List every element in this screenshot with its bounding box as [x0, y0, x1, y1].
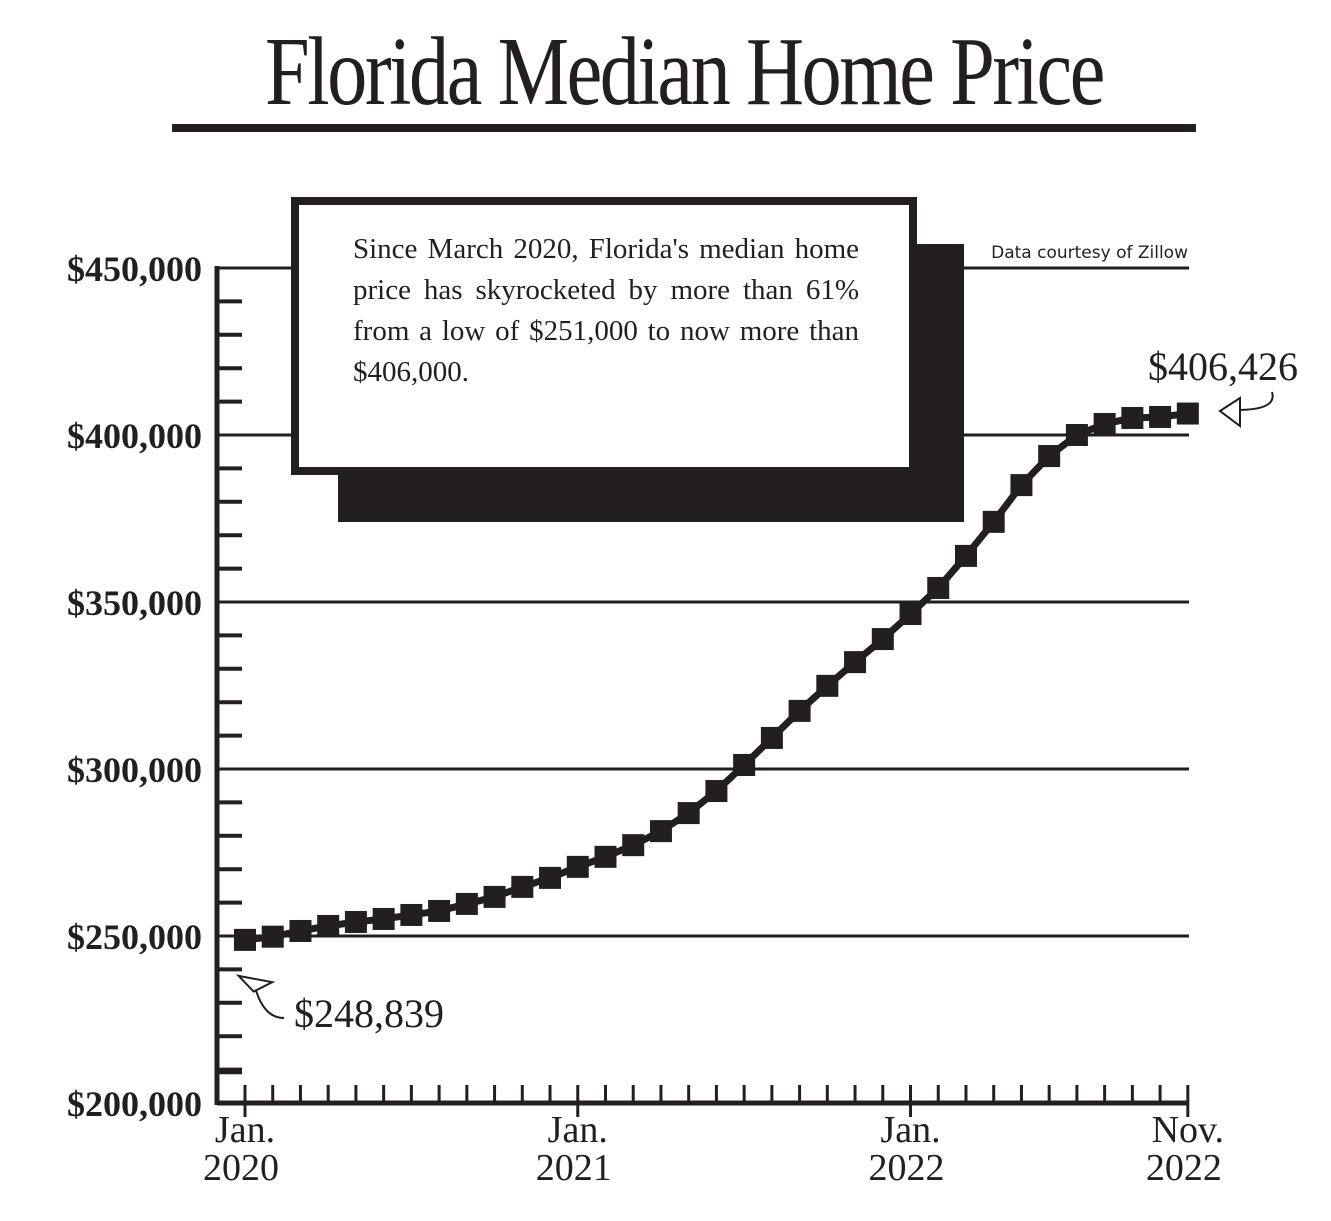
- source-credit: Data courtesy of Zillow: [991, 243, 1188, 263]
- x-axis-label-year: 2022: [869, 1147, 945, 1189]
- y-axis-label: $200,000: [67, 1084, 202, 1124]
- data-point-marker: [816, 674, 839, 697]
- data-point-marker: [1176, 402, 1199, 425]
- x-axis-label-month: Jan.: [215, 1109, 275, 1151]
- data-point-marker: [455, 892, 478, 915]
- data-point-marker: [733, 753, 756, 776]
- data-point-marker: [705, 780, 728, 803]
- y-axis-ticks: [217, 299, 242, 1075]
- data-point-marker: [927, 576, 950, 599]
- title-underline: [172, 124, 1196, 132]
- callout-text: Since March 2020, Florida's median home …: [353, 233, 859, 388]
- data-point-marker: [788, 699, 811, 722]
- data-point-marker: [871, 628, 894, 651]
- x-axis-label-year: 2020: [203, 1147, 279, 1189]
- data-series: [234, 402, 1199, 951]
- y-axis-labels: $450,000 $400,000 $350,000 $300,000 $250,000…: [67, 249, 202, 1124]
- y-axis-label: $250,000: [67, 917, 202, 957]
- x-axis-label-month: Jan.: [880, 1109, 940, 1151]
- x-axis-ticks: [243, 1085, 1190, 1117]
- y-axis-label: $400,000: [67, 416, 202, 456]
- data-point-marker: [234, 928, 256, 951]
- data-point-marker: [1149, 405, 1172, 428]
- x-axis-label-month: Nov.: [1152, 1109, 1224, 1151]
- data-point-marker: [844, 651, 867, 674]
- data-point-marker: [566, 855, 589, 878]
- data-point-marker: [594, 845, 617, 868]
- data-point-marker: [1038, 445, 1061, 468]
- data-point-marker: [899, 603, 922, 626]
- data-point-marker: [1121, 406, 1144, 429]
- data-point-marker: [1093, 412, 1116, 435]
- callout-box: Since March 2020, Florida's median home …: [291, 197, 917, 475]
- end-arrow-icon: [1218, 391, 1274, 428]
- y-axis-label: $450,000: [67, 249, 202, 289]
- start-value-label: $248,839: [294, 991, 444, 1036]
- y-axis-label: $300,000: [67, 750, 202, 790]
- data-point-marker: [954, 544, 977, 567]
- data-point-marker: [261, 925, 284, 948]
- axes: [214, 266, 1189, 1106]
- data-point-marker: [372, 907, 395, 930]
- data-point-marker: [289, 919, 312, 942]
- data-point-marker: [760, 726, 783, 749]
- data-point-marker: [539, 866, 562, 889]
- data-point-marker: [344, 910, 367, 933]
- data-point-marker: [622, 834, 645, 857]
- chart-title: Florida Median Home Price: [265, 18, 1105, 126]
- x-axis-label-month: Jan.: [548, 1109, 608, 1151]
- data-point-marker: [649, 820, 672, 843]
- data-point-marker: [677, 802, 700, 825]
- data-point-marker: [483, 885, 506, 908]
- data-point-marker: [982, 510, 1005, 533]
- end-value-label: $406,426: [1148, 344, 1298, 389]
- data-point-marker: [317, 914, 340, 937]
- x-axis-label-year: 2021: [536, 1147, 612, 1189]
- start-arrow-icon: [235, 974, 285, 1019]
- data-point-marker: [511, 875, 534, 898]
- data-point-marker: [428, 899, 451, 922]
- data-point-marker: [1065, 424, 1088, 446]
- data-point-marker: [400, 903, 423, 926]
- x-axis-label-year: 2022: [1146, 1147, 1222, 1189]
- y-axis-label: $350,000: [67, 583, 202, 623]
- data-point-marker: [1010, 474, 1033, 497]
